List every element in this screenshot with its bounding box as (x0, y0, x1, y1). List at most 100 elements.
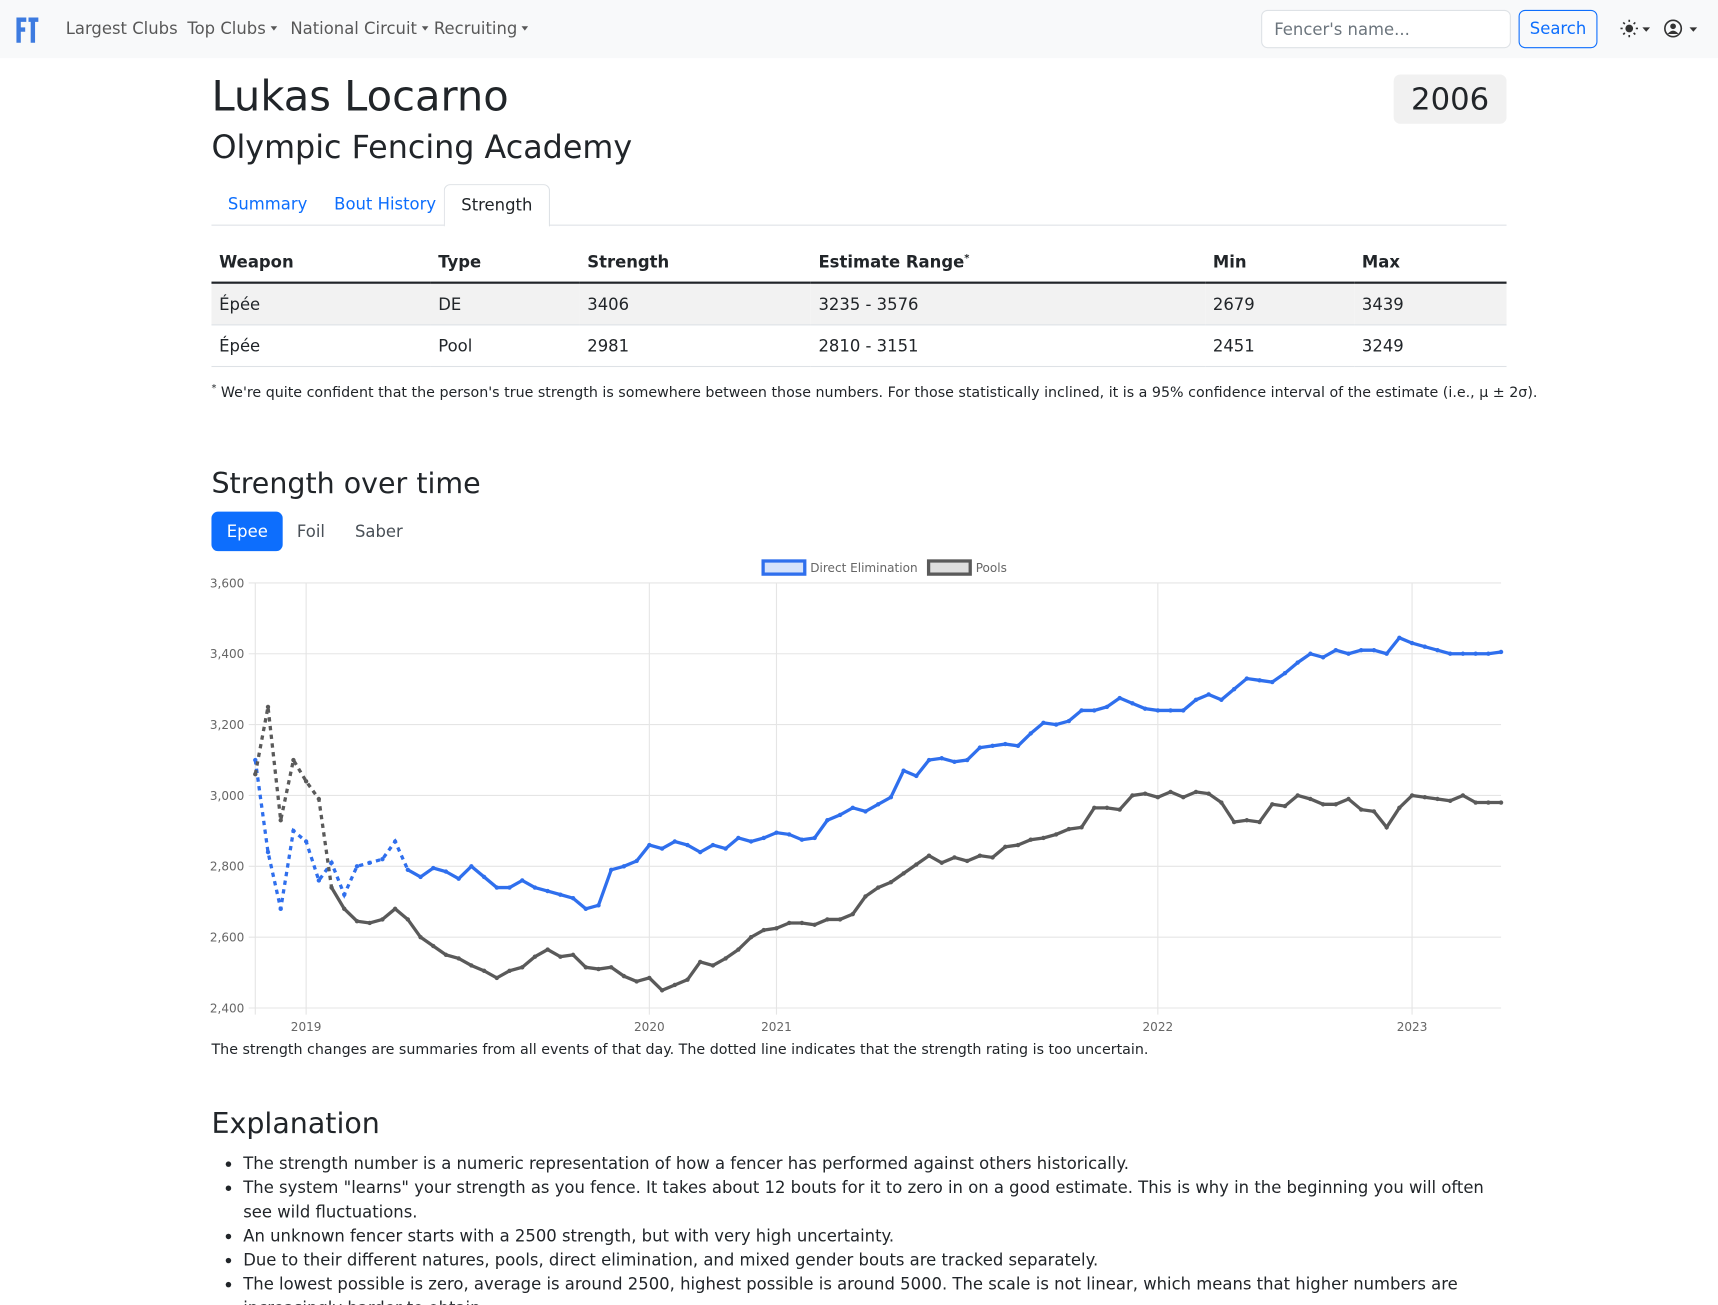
point (1244, 676, 1250, 681)
point (1193, 789, 1199, 795)
point (977, 745, 983, 750)
point (1117, 807, 1122, 812)
point (774, 830, 779, 835)
point (1015, 842, 1021, 848)
point (723, 846, 728, 851)
point (1168, 789, 1173, 795)
point (1460, 793, 1466, 798)
point (278, 818, 283, 823)
user-menu[interactable] (1663, 18, 1700, 40)
point (431, 865, 436, 871)
point (977, 853, 983, 858)
point (570, 952, 576, 958)
point (278, 906, 283, 912)
point (952, 855, 957, 860)
point (532, 885, 538, 890)
tab[interactable]: Summary (227, 193, 308, 214)
tab[interactable]: Bout History (334, 193, 437, 214)
point (1104, 805, 1110, 811)
footnote-marker: * (211, 383, 217, 395)
list-item: The system "learns" your strength as you… (243, 1176, 1514, 1224)
cell: 2451 (1205, 324, 1355, 368)
point (736, 947, 741, 952)
point (418, 934, 423, 940)
point (837, 812, 843, 818)
nav-dropdown[interactable]: National Circuit (290, 19, 428, 39)
weapon-button-active[interactable]: Epee (211, 511, 284, 552)
point (736, 835, 741, 841)
point (329, 885, 334, 890)
point (1193, 697, 1199, 702)
point (583, 906, 588, 912)
point (1460, 651, 1466, 656)
point (507, 968, 512, 974)
point (1219, 800, 1224, 805)
point (570, 895, 576, 901)
column-header: Estimate Range* (810, 241, 1206, 284)
point (342, 906, 347, 912)
nav-dropdown[interactable]: Recruiting (434, 19, 528, 39)
point (672, 982, 677, 988)
point (672, 839, 677, 844)
weapon-button[interactable]: Saber (354, 521, 403, 542)
point (812, 835, 817, 841)
cell: 3406 (579, 282, 811, 326)
navbar: Largest Clubs Top Clubs National Circuit… (0, 0, 1718, 59)
legend-swatch (926, 559, 972, 576)
point (1295, 660, 1300, 665)
point (914, 773, 919, 779)
point (901, 871, 906, 876)
point (1092, 708, 1097, 713)
point (1244, 818, 1250, 823)
point (786, 832, 792, 837)
list-item: The strength number is a numeric represe… (243, 1152, 1514, 1176)
point (1015, 743, 1021, 749)
nav-link[interactable]: Largest Clubs (65, 18, 178, 39)
point (1206, 791, 1211, 796)
point (1448, 798, 1453, 803)
point (1486, 800, 1491, 805)
point (850, 911, 855, 917)
point (1053, 832, 1059, 837)
point (1079, 825, 1084, 830)
point (1346, 651, 1351, 656)
point (303, 779, 309, 784)
point (1206, 692, 1211, 697)
club-name: Olympic Fencing Academy (211, 128, 633, 166)
point (634, 858, 639, 864)
line (407, 635, 1502, 911)
x-tick-label: 2023 (1397, 1020, 1428, 1034)
point (354, 864, 360, 869)
point (367, 920, 372, 926)
point (1435, 648, 1440, 653)
point (698, 959, 703, 965)
brand-logo[interactable] (14, 14, 40, 45)
line (330, 790, 1502, 993)
search-button[interactable]: Search (1518, 9, 1598, 49)
point (1371, 648, 1377, 653)
point (1003, 741, 1008, 747)
birth-year-badge: 2006 (1393, 74, 1507, 124)
x-tick-label: 2019 (291, 1020, 322, 1034)
point (1219, 697, 1224, 702)
point (812, 922, 817, 927)
cell: 2679 (1205, 282, 1355, 326)
y-tick-label: 3,600 (210, 576, 245, 590)
point (392, 906, 398, 912)
y-tick-label: 2,600 (210, 931, 245, 945)
point (621, 973, 627, 979)
tab-active[interactable]: Strength (443, 184, 550, 227)
fencer-name: Lukas Locarno (211, 72, 509, 121)
column-header: Strength (579, 241, 811, 284)
point (1231, 686, 1237, 692)
point (392, 839, 398, 844)
theme-toggle[interactable] (1619, 18, 1652, 40)
section-title: Explanation (211, 1107, 380, 1141)
point (265, 704, 271, 710)
table-row: Épée DE 3406 3235 - 3576 2679 3439 (211, 282, 1507, 326)
weapon-button[interactable]: Foil (296, 521, 325, 542)
point (1053, 722, 1059, 727)
nav-dropdown[interactable]: Top Clubs (187, 19, 276, 39)
point (1422, 644, 1427, 649)
search-input[interactable]: Fencer's name... (1261, 9, 1511, 49)
